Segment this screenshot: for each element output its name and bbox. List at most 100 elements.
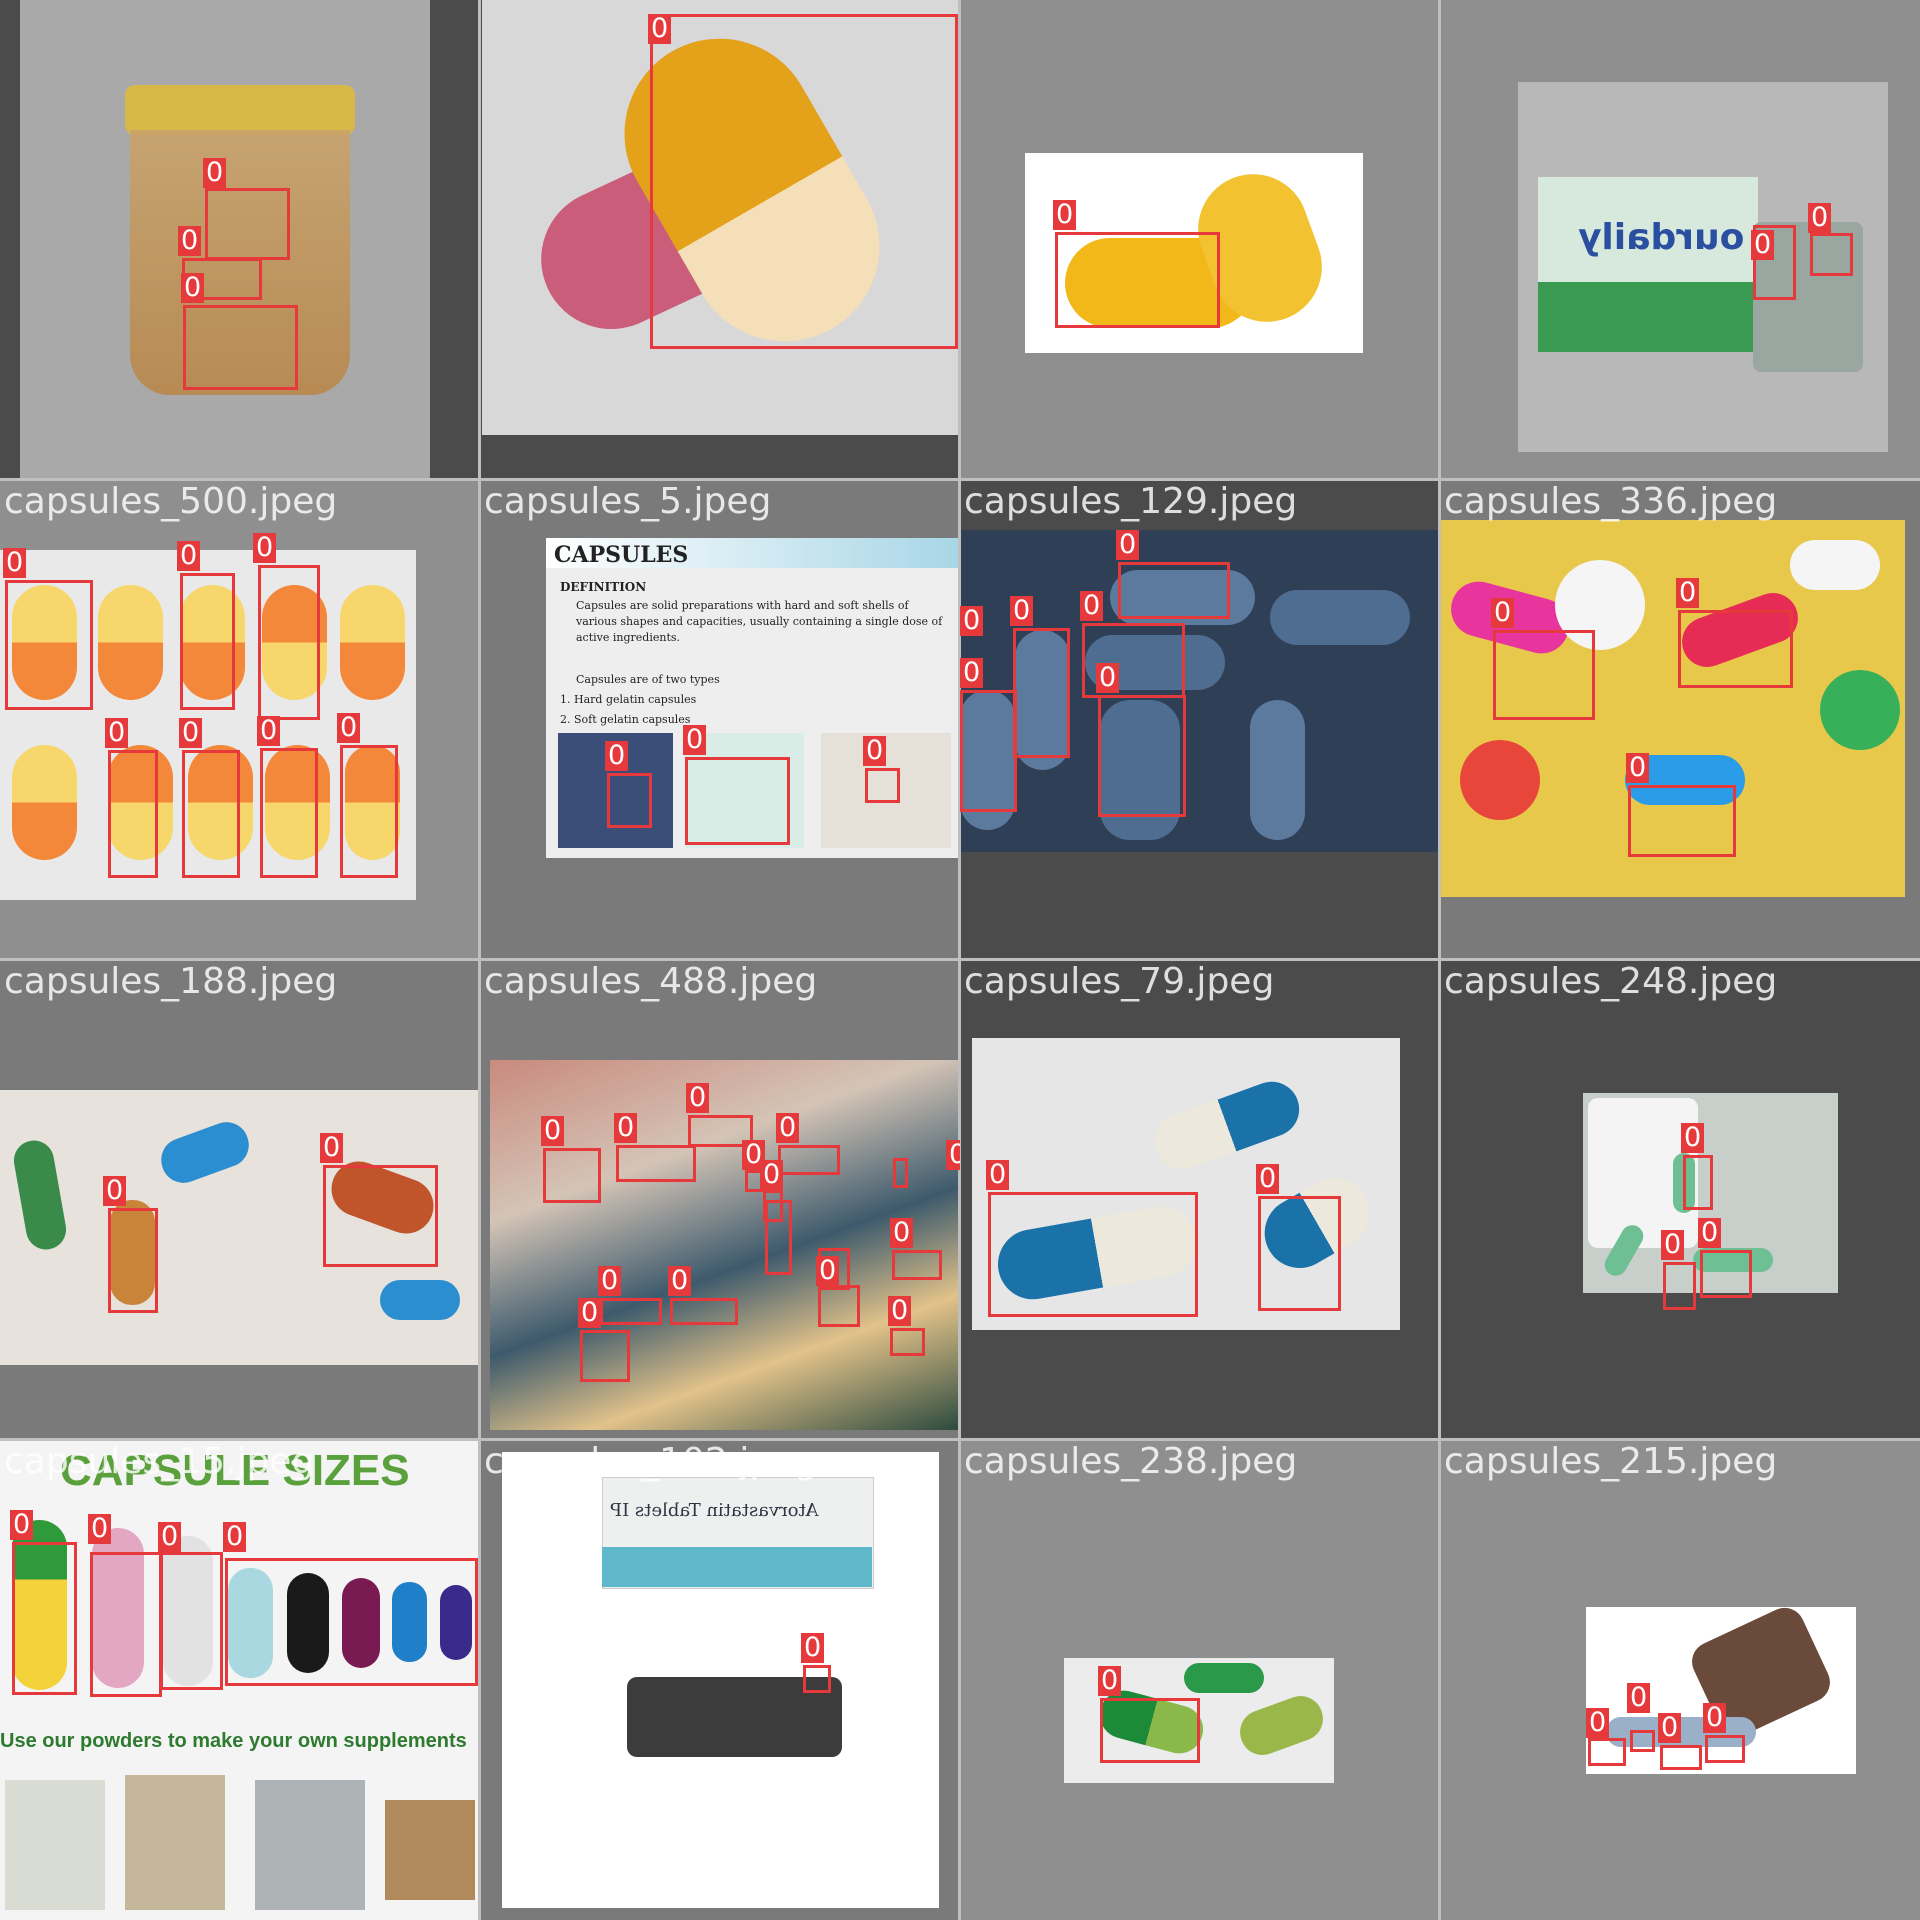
photo-colorful-pills [1440,520,1905,897]
detection-label: 0 [888,1296,912,1326]
detection-box [988,1192,1198,1317]
detection-label: 0 [1098,1666,1122,1696]
detection-box [340,745,398,878]
photo-many-capsules [490,1060,960,1430]
detection-box [1098,695,1186,817]
detection-box [892,1250,942,1280]
photo-capsules [482,0,960,435]
detection-label: 0 [1491,598,1515,628]
tile-filename: capsules_5.jpeg [484,481,772,522]
detection-label: 0 [960,606,984,636]
detection-box [1753,225,1796,300]
detection-box [580,1330,630,1382]
detection-label: 0 [88,1514,112,1544]
detection-box [1588,1738,1626,1766]
detection-label: 0 [1676,578,1700,608]
detection-label: 0 [1010,596,1034,626]
detection-label: 0 [816,1256,840,1286]
detection-box [1660,1745,1702,1770]
detection-label: 0 [1626,753,1650,783]
detection-label: 0 [776,1113,800,1143]
sizes-caption: Use our powders to make your own supplem… [0,1730,467,1752]
detection-label: 0 [890,1218,914,1248]
tile-filename: capsules_238.jpeg [964,1441,1298,1482]
detection-label: 0 [181,273,205,303]
detection-box [543,1148,601,1203]
detection-label: 0 [158,1522,182,1552]
detection-box [670,1298,738,1325]
detection-label: 0 [178,226,202,256]
detection-label: 0 [1627,1683,1651,1713]
detection-label: 0 [1698,1218,1722,1248]
tile-filename: capsules_15.jpeg [4,1441,315,1482]
photo-capsule-sizes: CAPSULE SIZES Use our powders to make yo… [0,1440,480,1920]
tile-filename: capsules_215.jpeg [1444,1441,1778,1482]
tile-13: Atorvastatin Tablets IP capsules_102.jpe… [480,1440,960,1920]
tile-7: capsules_336.jpeg 0 0 0 [1440,480,1920,960]
slide-bullet-2: Capsules are of two types [576,673,720,686]
detection-label: 0 [177,541,201,571]
tile-0: 0 0 0 [0,0,480,480]
detection-box [1810,233,1853,276]
detection-label: 0 [614,1113,638,1143]
detection-label: 0 [960,658,984,688]
detection-box [1630,1730,1655,1752]
brand-text: ourdaily [1578,217,1745,258]
detection-label: 0 [1096,663,1120,693]
detection-label: 0 [742,1140,766,1170]
detection-box [1118,562,1230,619]
tile-filename: capsules_188.jpeg [4,961,338,1002]
detection-box [685,757,790,845]
detection-box [607,773,652,828]
detection-label: 0 [683,725,707,755]
detection-label: 0 [541,1116,565,1146]
detection-box [616,1145,696,1182]
detection-label: 0 [320,1133,344,1163]
detection-box [225,1558,478,1686]
tile-6: capsules_129.jpeg 0 0 0 0 0 0 [960,480,1440,960]
detection-box [1663,1262,1696,1310]
grid-divider [0,958,1920,961]
detection-box [688,1115,753,1147]
box-text: Atorvastatin Tablets IP [610,1500,819,1521]
detection-box [1493,630,1595,720]
detection-box [1258,1196,1341,1311]
detection-box [182,750,240,878]
detection-box [1700,1250,1752,1298]
tile-filename: capsules_336.jpeg [1444,481,1778,522]
detection-label: 0 [10,1510,34,1540]
tile-filename: capsules_248.jpeg [1444,961,1778,1002]
detection-label: 0 [223,1522,247,1552]
detection-box [180,573,235,710]
detection-box [650,14,958,349]
detection-box [205,188,290,260]
detection-label: 0 [1256,1164,1280,1194]
grid-divider [0,478,1920,481]
detection-label: 0 [257,716,281,746]
tile-8: capsules_188.jpeg 0 0 [0,960,480,1440]
detection-label: 0 [1751,230,1775,260]
photo-blue-capsules [960,530,1440,852]
photo-softgels [1025,153,1363,353]
detection-box [803,1665,831,1693]
tile-10: capsules_79.jpeg 0 0 [960,960,1440,1440]
detection-box [90,1552,162,1697]
grid-divider [0,1438,1920,1441]
tile-4: capsules_500.jpeg 0 0 0 0 0 0 0 [0,480,480,960]
detection-box [763,1190,783,1222]
detection-label: 0 [337,713,361,743]
detection-label: 0 [1116,530,1140,560]
detection-label: 0 [605,741,629,771]
detection-box [1055,232,1220,328]
detection-label: 0 [179,718,203,748]
detection-label: 0 [668,1266,692,1296]
detection-label: 0 [253,533,277,563]
tile-filename: capsules_129.jpeg [964,481,1298,522]
detection-box [12,1542,77,1695]
photo-jar [20,0,430,478]
detection-label: 0 [946,1140,960,1170]
detection-box [890,1328,925,1356]
detection-box [108,750,158,878]
photo-blue-white-capsules [972,1038,1400,1330]
